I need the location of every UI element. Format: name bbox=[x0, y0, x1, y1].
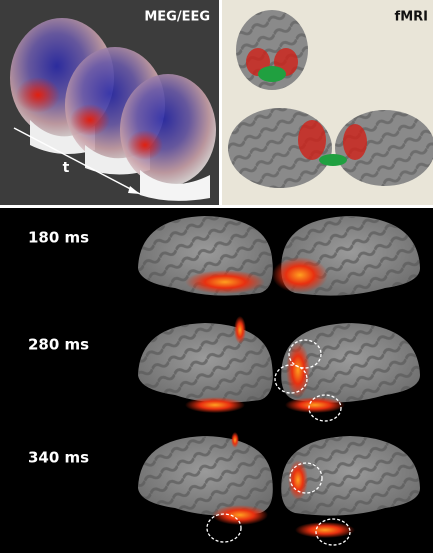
activation bbox=[231, 432, 239, 448]
activation bbox=[234, 316, 246, 344]
row-label: 180 ms bbox=[28, 229, 89, 247]
activation bbox=[185, 270, 265, 294]
figure: t MEG/EEG fMRI 180 ms 280 ms 340 ms bbox=[0, 0, 433, 553]
time-label: t bbox=[63, 160, 70, 176]
row-label: 280 ms bbox=[28, 336, 89, 354]
fmri-label: fMRI bbox=[395, 10, 428, 25]
activation bbox=[272, 257, 328, 293]
activation bbox=[185, 397, 245, 413]
activation bbox=[288, 460, 308, 500]
row-label: 340 ms bbox=[28, 449, 89, 467]
activation bbox=[285, 397, 345, 413]
meg-label: MEG/EEG bbox=[144, 10, 210, 25]
